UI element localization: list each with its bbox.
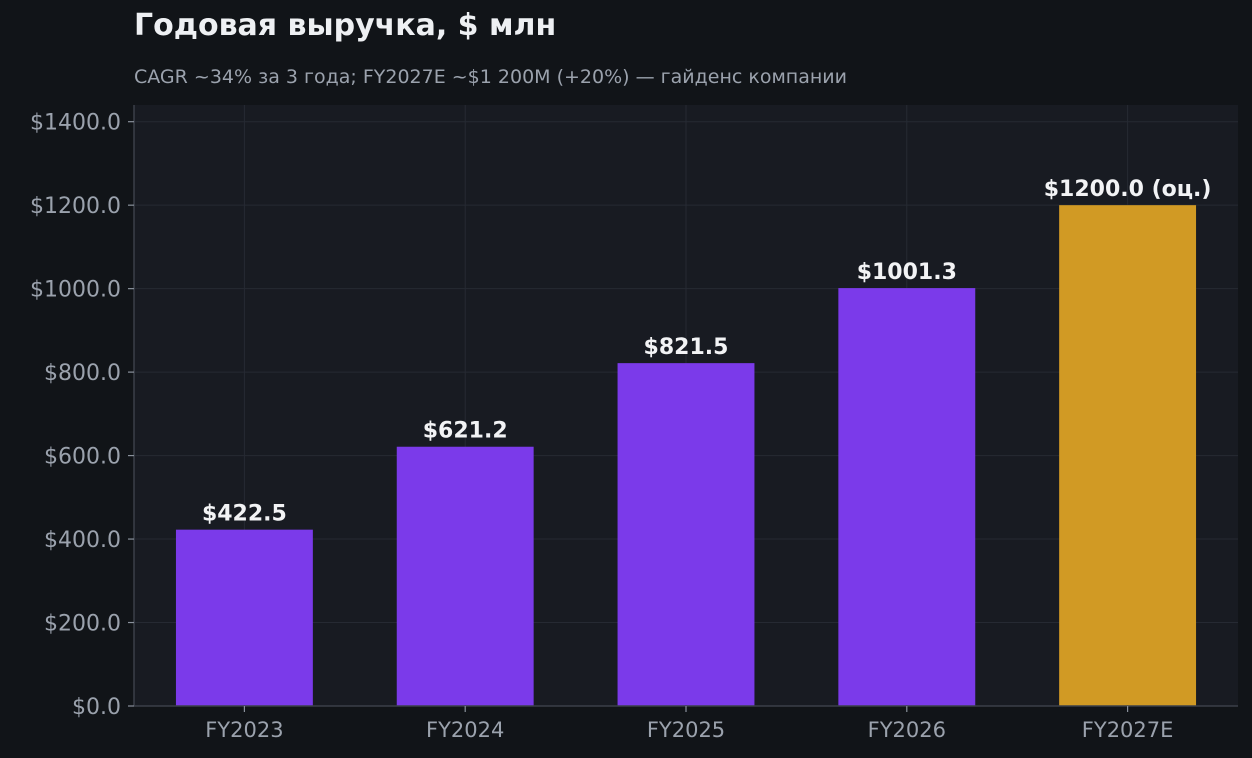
chart-title: Годовая выручка, $ млн [134,8,557,43]
bar-fy2024 [396,446,534,706]
y-tick-label: $600.0 [44,445,121,470]
y-tick-label: $1000.0 [30,278,121,303]
x-tick-label: FY2025 [647,718,725,742]
bar-fy2026 [838,288,976,706]
bar-value-label: $621.2 [423,419,508,444]
bar-fy2025 [617,363,755,706]
y-tick-label: $800.0 [44,361,121,386]
y-tick-label: $0.0 [72,695,121,720]
x-tick-label: FY2024 [426,718,504,742]
bar-value-label: $1001.3 [857,260,957,285]
y-tick-label: $200.0 [44,612,121,637]
bar-value-label: $422.5 [202,502,287,527]
x-tick-label: FY2027E [1082,718,1174,742]
bar-fy2027e [1059,205,1197,706]
bar-value-label: $821.5 [644,335,729,360]
y-tick-label: $1200.0 [30,194,121,219]
y-tick-label: $400.0 [44,528,121,553]
chart-subtitle: CAGR ~34% за 3 года; FY2027E ~$1 200M (+… [134,66,847,88]
bar-fy2023 [175,529,313,706]
bar-value-label: $1200.0 (оц.) [1044,177,1212,202]
x-tick-label: FY2026 [868,718,946,742]
y-tick-label: $1400.0 [30,111,121,136]
x-tick-label: FY2023 [205,718,283,742]
